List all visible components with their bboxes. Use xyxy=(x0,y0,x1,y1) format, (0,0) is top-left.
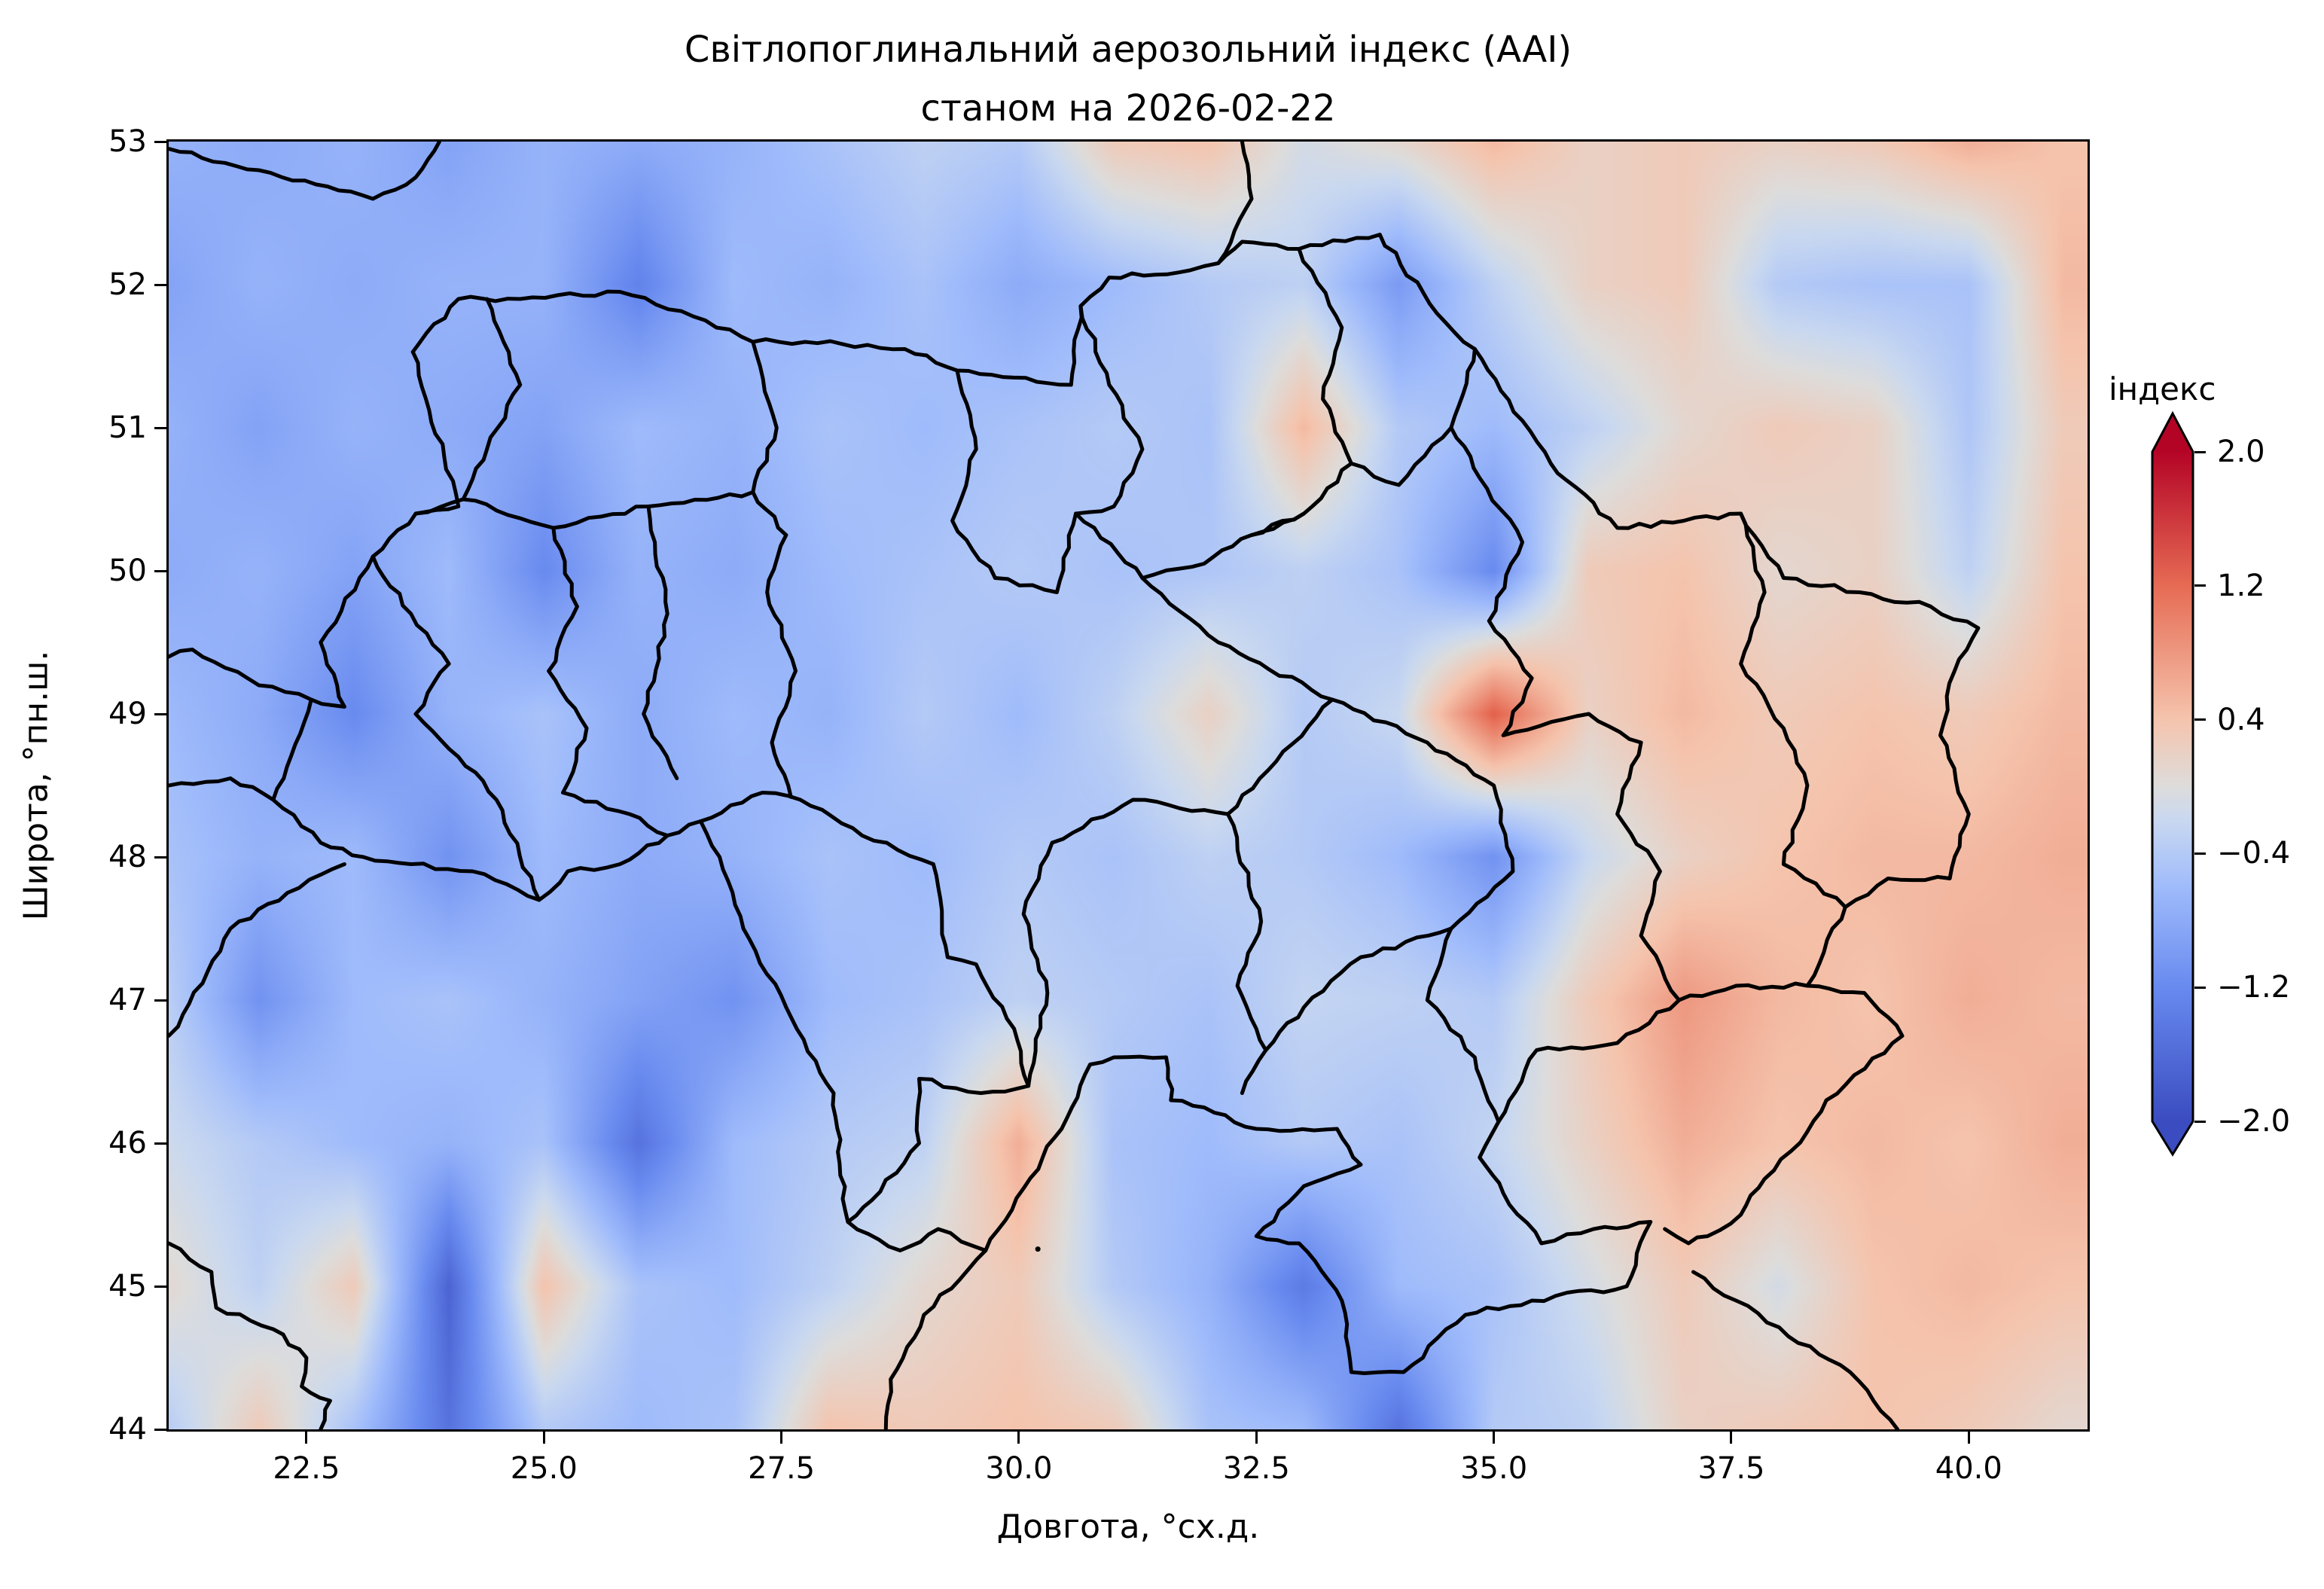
neighbor-border-line xyxy=(169,1241,332,1429)
oblast-border-line xyxy=(1449,347,1534,737)
oblast-border-line xyxy=(561,791,669,837)
colorbar xyxy=(2151,410,2194,1157)
island-dot xyxy=(1035,1246,1041,1252)
y-tick-mark xyxy=(154,569,166,572)
oblast-border-line xyxy=(1021,697,1334,1088)
y-tick-label: 45 xyxy=(108,1269,147,1304)
x-tick-label: 37.5 xyxy=(1697,1451,1765,1486)
y-tick-mark xyxy=(154,1142,166,1145)
neighbor-border-line xyxy=(1216,142,1254,265)
oblast-border-line xyxy=(993,511,1078,594)
y-tick-mark xyxy=(154,140,166,143)
y-tick-label: 46 xyxy=(108,1126,147,1160)
colorbar-tick-label: 1.2 xyxy=(2217,568,2265,603)
oblast-border-line xyxy=(642,505,679,780)
oblast-border-line xyxy=(751,340,788,594)
colorbar-tick-label: 0.4 xyxy=(2217,702,2265,737)
y-tick-label: 52 xyxy=(108,267,147,302)
x-tick-label: 35.0 xyxy=(1460,1451,1528,1486)
colorbar-tick-label: −0.4 xyxy=(2217,836,2291,871)
oblast-border-line xyxy=(765,590,798,799)
colorbar-tick-label: 2.0 xyxy=(2217,435,2265,469)
x-tick-mark xyxy=(542,1432,545,1444)
oblast-border-line xyxy=(1074,511,1515,1095)
y-tick-mark xyxy=(154,855,166,859)
y-tick-mark xyxy=(154,426,166,429)
oblast-border-line xyxy=(950,368,997,580)
colorbar-tick-mark xyxy=(2194,1120,2206,1123)
neighbor-border-line xyxy=(169,862,346,1038)
x-tick-mark xyxy=(1967,1432,1970,1444)
y-tick-label: 49 xyxy=(108,697,147,731)
ukraine-border-line xyxy=(271,349,703,902)
y-tick-label: 53 xyxy=(108,124,147,159)
y-tick-mark xyxy=(154,283,166,286)
oblast-border-line xyxy=(413,490,755,530)
oblast-border-line xyxy=(1249,247,1353,537)
colorbar-tick-mark xyxy=(2194,450,2206,453)
x-tick-label: 32.5 xyxy=(1222,1451,1290,1486)
x-tick-label: 25.0 xyxy=(510,1451,578,1486)
neighbor-border-line xyxy=(1663,984,1905,1246)
x-tick-mark xyxy=(1017,1432,1020,1444)
colorbar-tick-mark xyxy=(2194,852,2206,855)
y-tick-label: 48 xyxy=(108,840,147,874)
x-axis-label: Довгота, °сх.д. xyxy=(996,1508,1260,1546)
aai-heatmap-canvas xyxy=(169,142,2088,1429)
x-tick-mark xyxy=(1493,1432,1496,1444)
neighbor-border-line xyxy=(169,648,313,702)
oblast-border-line xyxy=(371,554,541,902)
chart-title-line2: станом на 2026-02-22 xyxy=(920,87,1336,130)
colorbar-tick-mark xyxy=(2194,986,2206,989)
colorbar-gradient-bar xyxy=(2151,410,2194,1157)
y-tick-label: 51 xyxy=(108,410,147,445)
x-tick-label: 30.0 xyxy=(985,1451,1053,1486)
x-tick-mark xyxy=(780,1432,783,1444)
y-tick-label: 44 xyxy=(108,1412,147,1447)
region-borders-overlay xyxy=(169,142,1981,1429)
oblast-border-line xyxy=(461,297,523,502)
map-plot-area xyxy=(166,139,2090,1432)
colorbar-tick-mark xyxy=(2194,718,2206,721)
x-tick-label: 22.5 xyxy=(273,1451,340,1486)
y-tick-label: 47 xyxy=(108,983,147,1017)
ukraine-border-line xyxy=(410,233,1981,1375)
y-axis-label: Широта, °пн.ш. xyxy=(17,650,56,921)
x-tick-mark xyxy=(1730,1432,1733,1444)
oblast-border-line xyxy=(1501,712,1682,1002)
neighbor-border-line xyxy=(169,142,441,201)
y-tick-label: 50 xyxy=(108,554,147,588)
oblast-border-line xyxy=(1349,425,1453,487)
neighbor-border-line xyxy=(698,791,1031,1224)
colorbar-label: індекс xyxy=(2109,371,2216,407)
oblast-border-line xyxy=(1739,511,1847,909)
neighbor-border-line xyxy=(1691,1270,1900,1429)
colorbar-tick-mark xyxy=(2194,584,2206,587)
y-tick-mark xyxy=(154,1285,166,1288)
oblast-border-line xyxy=(547,526,589,794)
colorbar-tick-label: −2.0 xyxy=(2217,1104,2291,1139)
x-tick-label: 40.0 xyxy=(1935,1451,2002,1486)
y-tick-mark xyxy=(154,999,166,1002)
oblast-border-line xyxy=(1074,304,1145,516)
colorbar-tick-label: −1.2 xyxy=(2217,970,2291,1005)
oblast-border-line xyxy=(1140,511,1306,580)
x-tick-label: 27.5 xyxy=(748,1451,816,1486)
x-tick-mark xyxy=(1255,1432,1258,1444)
oblast-border-line xyxy=(1225,812,1268,1052)
x-tick-mark xyxy=(305,1432,308,1444)
y-tick-mark xyxy=(154,1428,166,1431)
neighbor-border-line xyxy=(169,776,276,802)
chart-title-line1: Світлопоглинальний аерозольний індекс (A… xyxy=(684,29,1572,71)
oblast-border-line xyxy=(1425,926,1501,1124)
y-tick-mark xyxy=(154,712,166,715)
neighbor-border-line xyxy=(883,1249,988,1429)
